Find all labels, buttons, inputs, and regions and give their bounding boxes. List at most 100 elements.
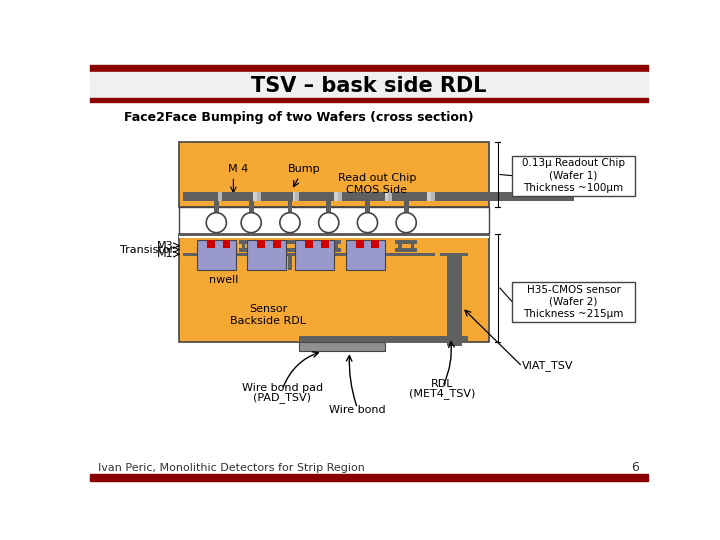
Bar (346, 240, 384, 269)
Bar (395, 248, 417, 252)
Bar (214, 256, 219, 269)
Bar (239, 248, 264, 252)
Bar (326, 201, 331, 222)
Bar (355, 248, 380, 252)
Bar (197, 240, 235, 269)
Text: RDL: RDL (431, 379, 454, 389)
Bar (305, 240, 313, 248)
Circle shape (319, 213, 339, 233)
Bar (249, 201, 253, 222)
Text: nwell: nwell (209, 275, 238, 286)
Bar (273, 240, 281, 248)
Bar (222, 240, 230, 248)
Bar (300, 336, 462, 342)
Bar (441, 336, 468, 342)
Bar (204, 240, 229, 244)
Text: TSV – bask side RDL: TSV – bask side RDL (251, 76, 487, 96)
Bar (295, 240, 334, 269)
Text: M 4: M 4 (228, 164, 248, 174)
Bar (513, 282, 635, 322)
Bar (258, 240, 265, 248)
Circle shape (357, 213, 377, 233)
Text: Sensor
Backside RDL: Sensor Backside RDL (230, 304, 306, 326)
Bar (326, 256, 331, 269)
Bar (222, 240, 225, 252)
Bar (179, 234, 489, 342)
Bar (388, 192, 392, 201)
Bar (338, 192, 342, 201)
Circle shape (206, 213, 226, 233)
Bar (281, 240, 284, 252)
Bar (204, 248, 229, 252)
Bar (372, 240, 379, 248)
Text: Wire bond: Wire bond (329, 405, 386, 415)
Text: 6: 6 (631, 461, 639, 474)
Text: Wire bond pad: Wire bond pad (242, 383, 323, 393)
Bar (179, 234, 489, 236)
Circle shape (280, 213, 300, 233)
Bar (365, 256, 370, 269)
Text: H35-CMOS sensor: H35-CMOS sensor (526, 285, 621, 295)
Bar (90, 98, 648, 102)
Bar (261, 192, 293, 201)
Bar (183, 253, 435, 256)
Bar (222, 192, 253, 201)
Bar (431, 192, 435, 201)
Bar (365, 201, 370, 222)
Bar (248, 240, 286, 269)
Text: Face2Face Bumping of two Wafers (cross section): Face2Face Bumping of two Wafers (cross s… (125, 111, 474, 124)
Bar (398, 240, 402, 252)
Bar (258, 240, 261, 252)
Bar (287, 256, 292, 269)
Bar (183, 192, 485, 201)
Bar (277, 240, 302, 244)
Bar (218, 192, 222, 201)
Bar (411, 240, 414, 252)
Bar (207, 240, 210, 252)
Text: Bump: Bump (287, 164, 320, 174)
Bar (355, 240, 380, 244)
Bar (295, 192, 300, 201)
Bar (374, 240, 377, 252)
Bar (404, 201, 408, 222)
Text: 0.13µ Readout Chip: 0.13µ Readout Chip (522, 158, 625, 168)
Bar (316, 240, 341, 244)
Bar (446, 253, 462, 346)
Bar (287, 201, 292, 222)
Bar (296, 240, 300, 252)
Bar (239, 240, 264, 244)
Bar (179, 234, 489, 238)
Bar (358, 240, 361, 252)
Bar (277, 248, 302, 252)
Bar (342, 192, 384, 201)
Bar (90, 65, 648, 72)
Bar (214, 201, 219, 222)
Bar (242, 240, 245, 252)
Text: Ivan Peric, Monolithic Detectors for Strip Region: Ivan Peric, Monolithic Detectors for Str… (98, 462, 364, 472)
Bar (256, 192, 261, 201)
Bar (316, 248, 341, 252)
Text: Thickness ~215µm: Thickness ~215µm (523, 309, 624, 319)
Text: (PAD_TSV): (PAD_TSV) (253, 392, 311, 403)
Text: Transistor: Transistor (120, 245, 174, 254)
Bar (90, 72, 648, 98)
Bar (249, 256, 253, 269)
Bar (90, 475, 648, 481)
Text: (Wafer 2): (Wafer 2) (549, 297, 598, 307)
Bar (300, 342, 384, 351)
Bar (183, 192, 218, 201)
Bar (395, 240, 417, 244)
Bar (441, 253, 468, 256)
Bar (335, 240, 338, 252)
Circle shape (241, 213, 261, 233)
Bar (320, 240, 323, 252)
Bar (513, 156, 635, 195)
Bar (435, 192, 575, 201)
Text: Thickness ~100µm: Thickness ~100µm (523, 183, 624, 193)
Bar (300, 192, 334, 201)
Bar (179, 207, 489, 234)
Bar (207, 240, 215, 248)
Bar (392, 192, 427, 201)
Bar (321, 240, 329, 248)
Text: Read out Chip
CMOS Side: Read out Chip CMOS Side (338, 173, 416, 195)
